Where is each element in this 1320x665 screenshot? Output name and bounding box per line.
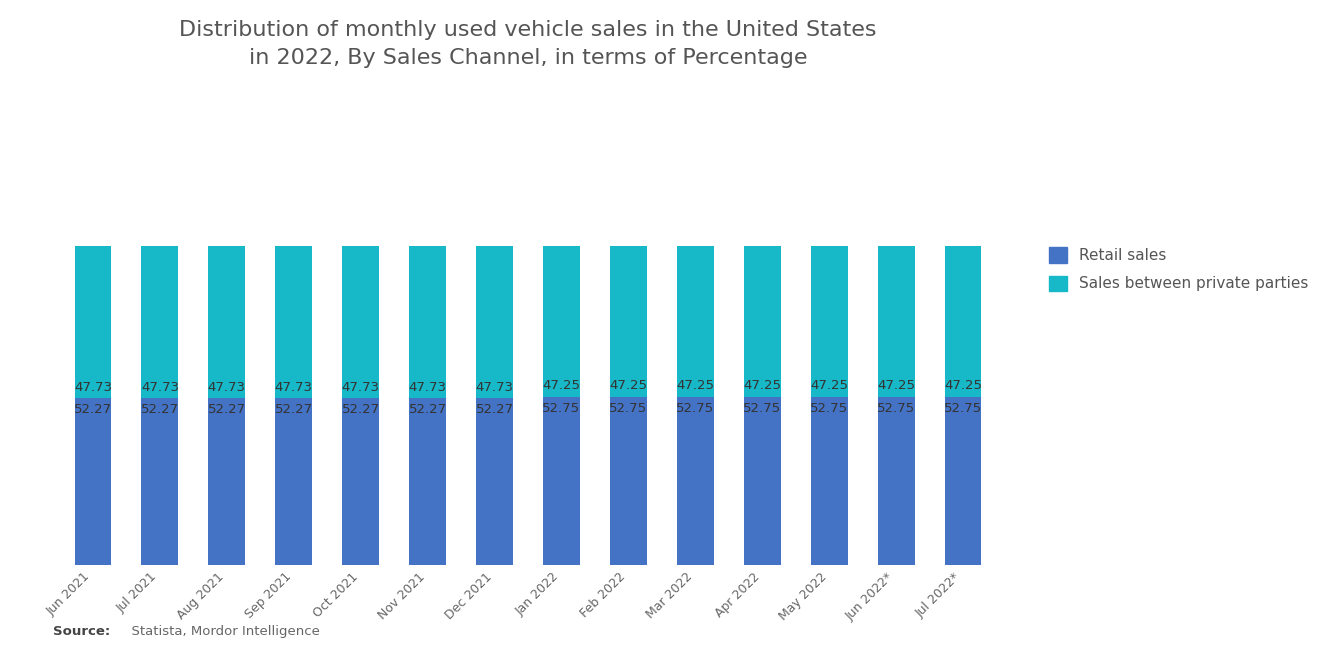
Text: 52.75: 52.75	[743, 402, 781, 415]
Legend: Retail sales, Sales between private parties: Retail sales, Sales between private part…	[1049, 247, 1309, 291]
Text: 47.73: 47.73	[141, 380, 180, 394]
Text: 52.75: 52.75	[810, 402, 849, 415]
Text: 47.25: 47.25	[610, 379, 647, 392]
Bar	[209, 398, 246, 565]
Text: 52.27: 52.27	[475, 403, 513, 416]
Bar	[878, 246, 915, 397]
Bar	[945, 246, 982, 397]
Text: 52.75: 52.75	[676, 402, 714, 415]
Bar	[74, 246, 111, 398]
Bar	[610, 397, 647, 565]
Text: 52.27: 52.27	[275, 403, 313, 416]
Text: 47.73: 47.73	[409, 380, 446, 394]
Bar	[810, 246, 847, 397]
Bar	[209, 246, 246, 398]
Text: 52.27: 52.27	[141, 403, 180, 416]
Text: 52.75: 52.75	[944, 402, 982, 415]
Bar	[276, 246, 312, 398]
Bar	[744, 246, 780, 397]
Text: 52.75: 52.75	[610, 402, 647, 415]
Bar	[677, 397, 714, 565]
Text: 52.27: 52.27	[207, 403, 246, 416]
Bar	[74, 398, 111, 565]
Text: 52.75: 52.75	[543, 402, 581, 415]
Text: 47.25: 47.25	[543, 379, 581, 392]
Bar	[677, 246, 714, 397]
Text: 47.73: 47.73	[475, 380, 513, 394]
Text: 52.27: 52.27	[409, 403, 446, 416]
Bar	[878, 397, 915, 565]
Text: 47.73: 47.73	[74, 380, 112, 394]
Bar	[409, 398, 446, 565]
Bar	[141, 398, 178, 565]
Bar	[945, 397, 982, 565]
Bar	[477, 398, 513, 565]
Bar	[744, 397, 780, 565]
Text: Distribution of monthly used vehicle sales in the United States
in 2022, By Sale: Distribution of monthly used vehicle sal…	[180, 20, 876, 68]
Text: Statista, Mordor Intelligence: Statista, Mordor Intelligence	[123, 625, 319, 638]
Text: 47.73: 47.73	[342, 380, 380, 394]
Bar	[810, 397, 847, 565]
Bar	[342, 246, 379, 398]
Bar	[543, 246, 579, 397]
Text: 47.73: 47.73	[207, 380, 246, 394]
Text: 47.73: 47.73	[275, 380, 313, 394]
Text: 52.27: 52.27	[74, 403, 112, 416]
Text: 47.25: 47.25	[743, 379, 781, 392]
Text: Source:: Source:	[53, 625, 110, 638]
Text: 47.25: 47.25	[810, 379, 849, 392]
Text: 47.25: 47.25	[676, 379, 714, 392]
Bar	[477, 246, 513, 398]
Bar	[409, 246, 446, 398]
Bar	[543, 397, 579, 565]
Text: 47.25: 47.25	[944, 379, 982, 392]
Bar	[276, 398, 312, 565]
Text: 47.25: 47.25	[876, 379, 915, 392]
Bar	[141, 246, 178, 398]
Text: 52.27: 52.27	[342, 403, 380, 416]
Bar	[610, 246, 647, 397]
Text: 52.75: 52.75	[876, 402, 915, 415]
Bar	[342, 398, 379, 565]
